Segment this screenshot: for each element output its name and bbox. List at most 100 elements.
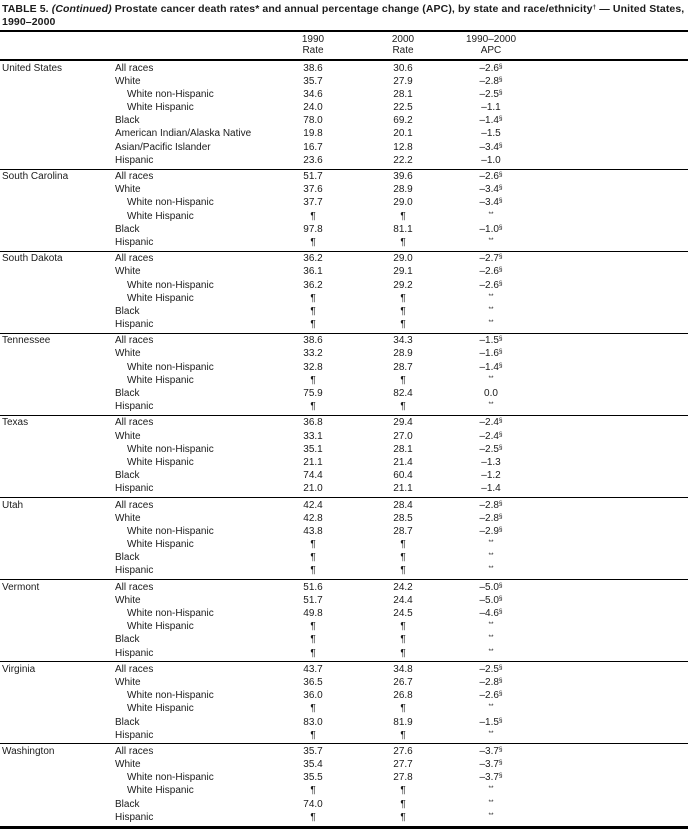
apc-value: –1.4 (481, 483, 501, 495)
rate-1990: 78.0 (303, 115, 323, 127)
rate-2000: 26.7 (393, 676, 413, 688)
race-column-header (113, 34, 270, 57)
table-row: White non-Hispanic 36.2 29.2 –2.6§ (0, 279, 688, 292)
rate-1990: 35.7 (303, 75, 323, 87)
table-row: White Hispanic ¶ ¶ ** (0, 784, 688, 797)
table-row: Asian/Pacific Islander 16.7 12.8 –3.4§ (0, 141, 688, 154)
apc-footnote-mark: § (498, 608, 503, 615)
apc-value: –1.5 (479, 716, 499, 728)
race-label: Hispanic (115, 236, 154, 248)
race-label: White Hispanic (127, 621, 194, 633)
rate-1990: 74.0 (303, 798, 323, 810)
rate-2000: 21.4 (393, 456, 413, 468)
apc-value: –2.8 (479, 512, 499, 524)
table-title: TABLE 5. (Continued) Prostate cancer dea… (0, 0, 688, 30)
race-label: All races (115, 499, 154, 511)
rate-1990: 21.0 (303, 483, 323, 495)
rate-2000-column-header: 2000 Rate (391, 33, 415, 57)
apc-value: –2.9 (479, 525, 499, 537)
header-divider-rule (0, 58, 688, 61)
apc-cell: –1.2 (450, 469, 532, 482)
apc-footnote-mark: § (498, 223, 503, 231)
rate-2000: 27.9 (393, 75, 413, 87)
apc-footnote-mark: § (498, 499, 503, 507)
race-label: White (115, 676, 141, 688)
race-label: Hispanic (115, 154, 154, 166)
rate-2000: 69.2 (393, 115, 413, 127)
apc-cell: ** (450, 729, 532, 742)
rate-1990: 19.8 (303, 128, 323, 140)
apc-footnote-mark: ** (488, 210, 494, 218)
table-row: Hispanic ¶ ¶ ** (0, 236, 688, 249)
table-row: White non-Hispanic 34.6 28.1 –2.5§ (0, 88, 688, 101)
apc-footnote-mark: § (498, 430, 503, 438)
apc-cell: ** (450, 564, 532, 577)
state-name: Vermont (2, 581, 40, 593)
race-label: Black (115, 634, 140, 646)
rate-2000: ¶ (400, 621, 406, 633)
rate-2000: 24.2 (393, 581, 413, 593)
race-label: Asian/Pacific Islander (115, 141, 211, 153)
rate-1990: 36.8 (303, 417, 323, 429)
apc-value: –1.5 (481, 128, 501, 140)
rate-2000: ¶ (400, 634, 406, 646)
apc-value: –2.4 (479, 417, 499, 429)
rate-2000: 29.2 (393, 279, 413, 291)
apc-footnote-mark: § (498, 75, 503, 83)
apc-cell: –2.6§ (450, 265, 532, 278)
apc-footnote-mark: ** (488, 703, 494, 711)
rate-2000: ¶ (400, 811, 406, 823)
apc-cell: ** (450, 305, 532, 318)
apc-value: –3.7 (479, 759, 499, 771)
rate-1990: 42.4 (303, 499, 323, 511)
apc-footnote-mark: § (498, 772, 503, 780)
table-row: Hispanic 23.6 22.2 –1.0 (0, 154, 688, 167)
state-name: Utah (2, 499, 24, 511)
apc-footnote-mark: § (498, 594, 503, 602)
rate-1990: 35.5 (303, 772, 323, 784)
rate-1990: 37.6 (303, 184, 323, 196)
apc-footnote-mark: § (498, 335, 503, 343)
apc-cell: 0.0 (450, 387, 532, 400)
rate-2000: 22.5 (393, 102, 413, 114)
apc-cell: ** (450, 374, 532, 387)
rate-1990: 36.1 (303, 266, 323, 278)
apc-value: –2.8 (479, 499, 499, 511)
rate-1990: 24.0 (303, 102, 323, 114)
apc-cell: ** (450, 811, 532, 824)
rate-1990: 33.2 (303, 348, 323, 360)
rate-2000: 29.4 (393, 417, 413, 429)
rate-1990: ¶ (310, 811, 316, 823)
apc-footnote-mark: § (498, 115, 503, 123)
table-row: White Hispanic ¶ ¶ ** (0, 292, 688, 305)
table-row: American Indian/Alaska Native 19.8 20.1 … (0, 127, 688, 140)
race-label: Hispanic (115, 401, 154, 413)
rate-1990: 51.6 (303, 581, 323, 593)
apc-cell: ** (450, 798, 532, 811)
apc-value: –1.4 (479, 115, 499, 127)
apc-footnote-mark: § (498, 443, 503, 451)
apc-footnote-mark: § (498, 197, 503, 205)
table-row: Black ¶ ¶ ** (0, 633, 688, 646)
apc-value: –2.5 (479, 88, 499, 100)
apc-footnote-mark: § (498, 266, 503, 274)
apc-cell: –1.0§ (450, 223, 532, 236)
race-label: Black (115, 716, 140, 728)
table-row: Black 83.0 81.9 –1.5§ (0, 716, 688, 729)
race-label: White non-Hispanic (127, 88, 214, 100)
apc-cell: ** (450, 647, 532, 660)
apc-cell: ** (450, 400, 532, 413)
rate-1990: 97.8 (303, 223, 323, 235)
state-name: United States (2, 62, 63, 74)
race-label: White Hispanic (127, 292, 194, 304)
race-label: All races (115, 663, 154, 675)
rate-2000: 28.1 (393, 88, 413, 100)
rate-1990: ¶ (310, 785, 316, 797)
table-row: White 37.6 28.9 –3.4§ (0, 183, 688, 196)
apc-cell: –1.4§ (450, 114, 532, 127)
apc-value: –1.4 (479, 361, 499, 373)
state-group: Texas All races 36.8 29.4 –2.4§ White 33… (0, 414, 688, 497)
table-row: White Hispanic ¶ ¶ ** (0, 374, 688, 387)
apc-value: –3.4 (479, 197, 499, 209)
